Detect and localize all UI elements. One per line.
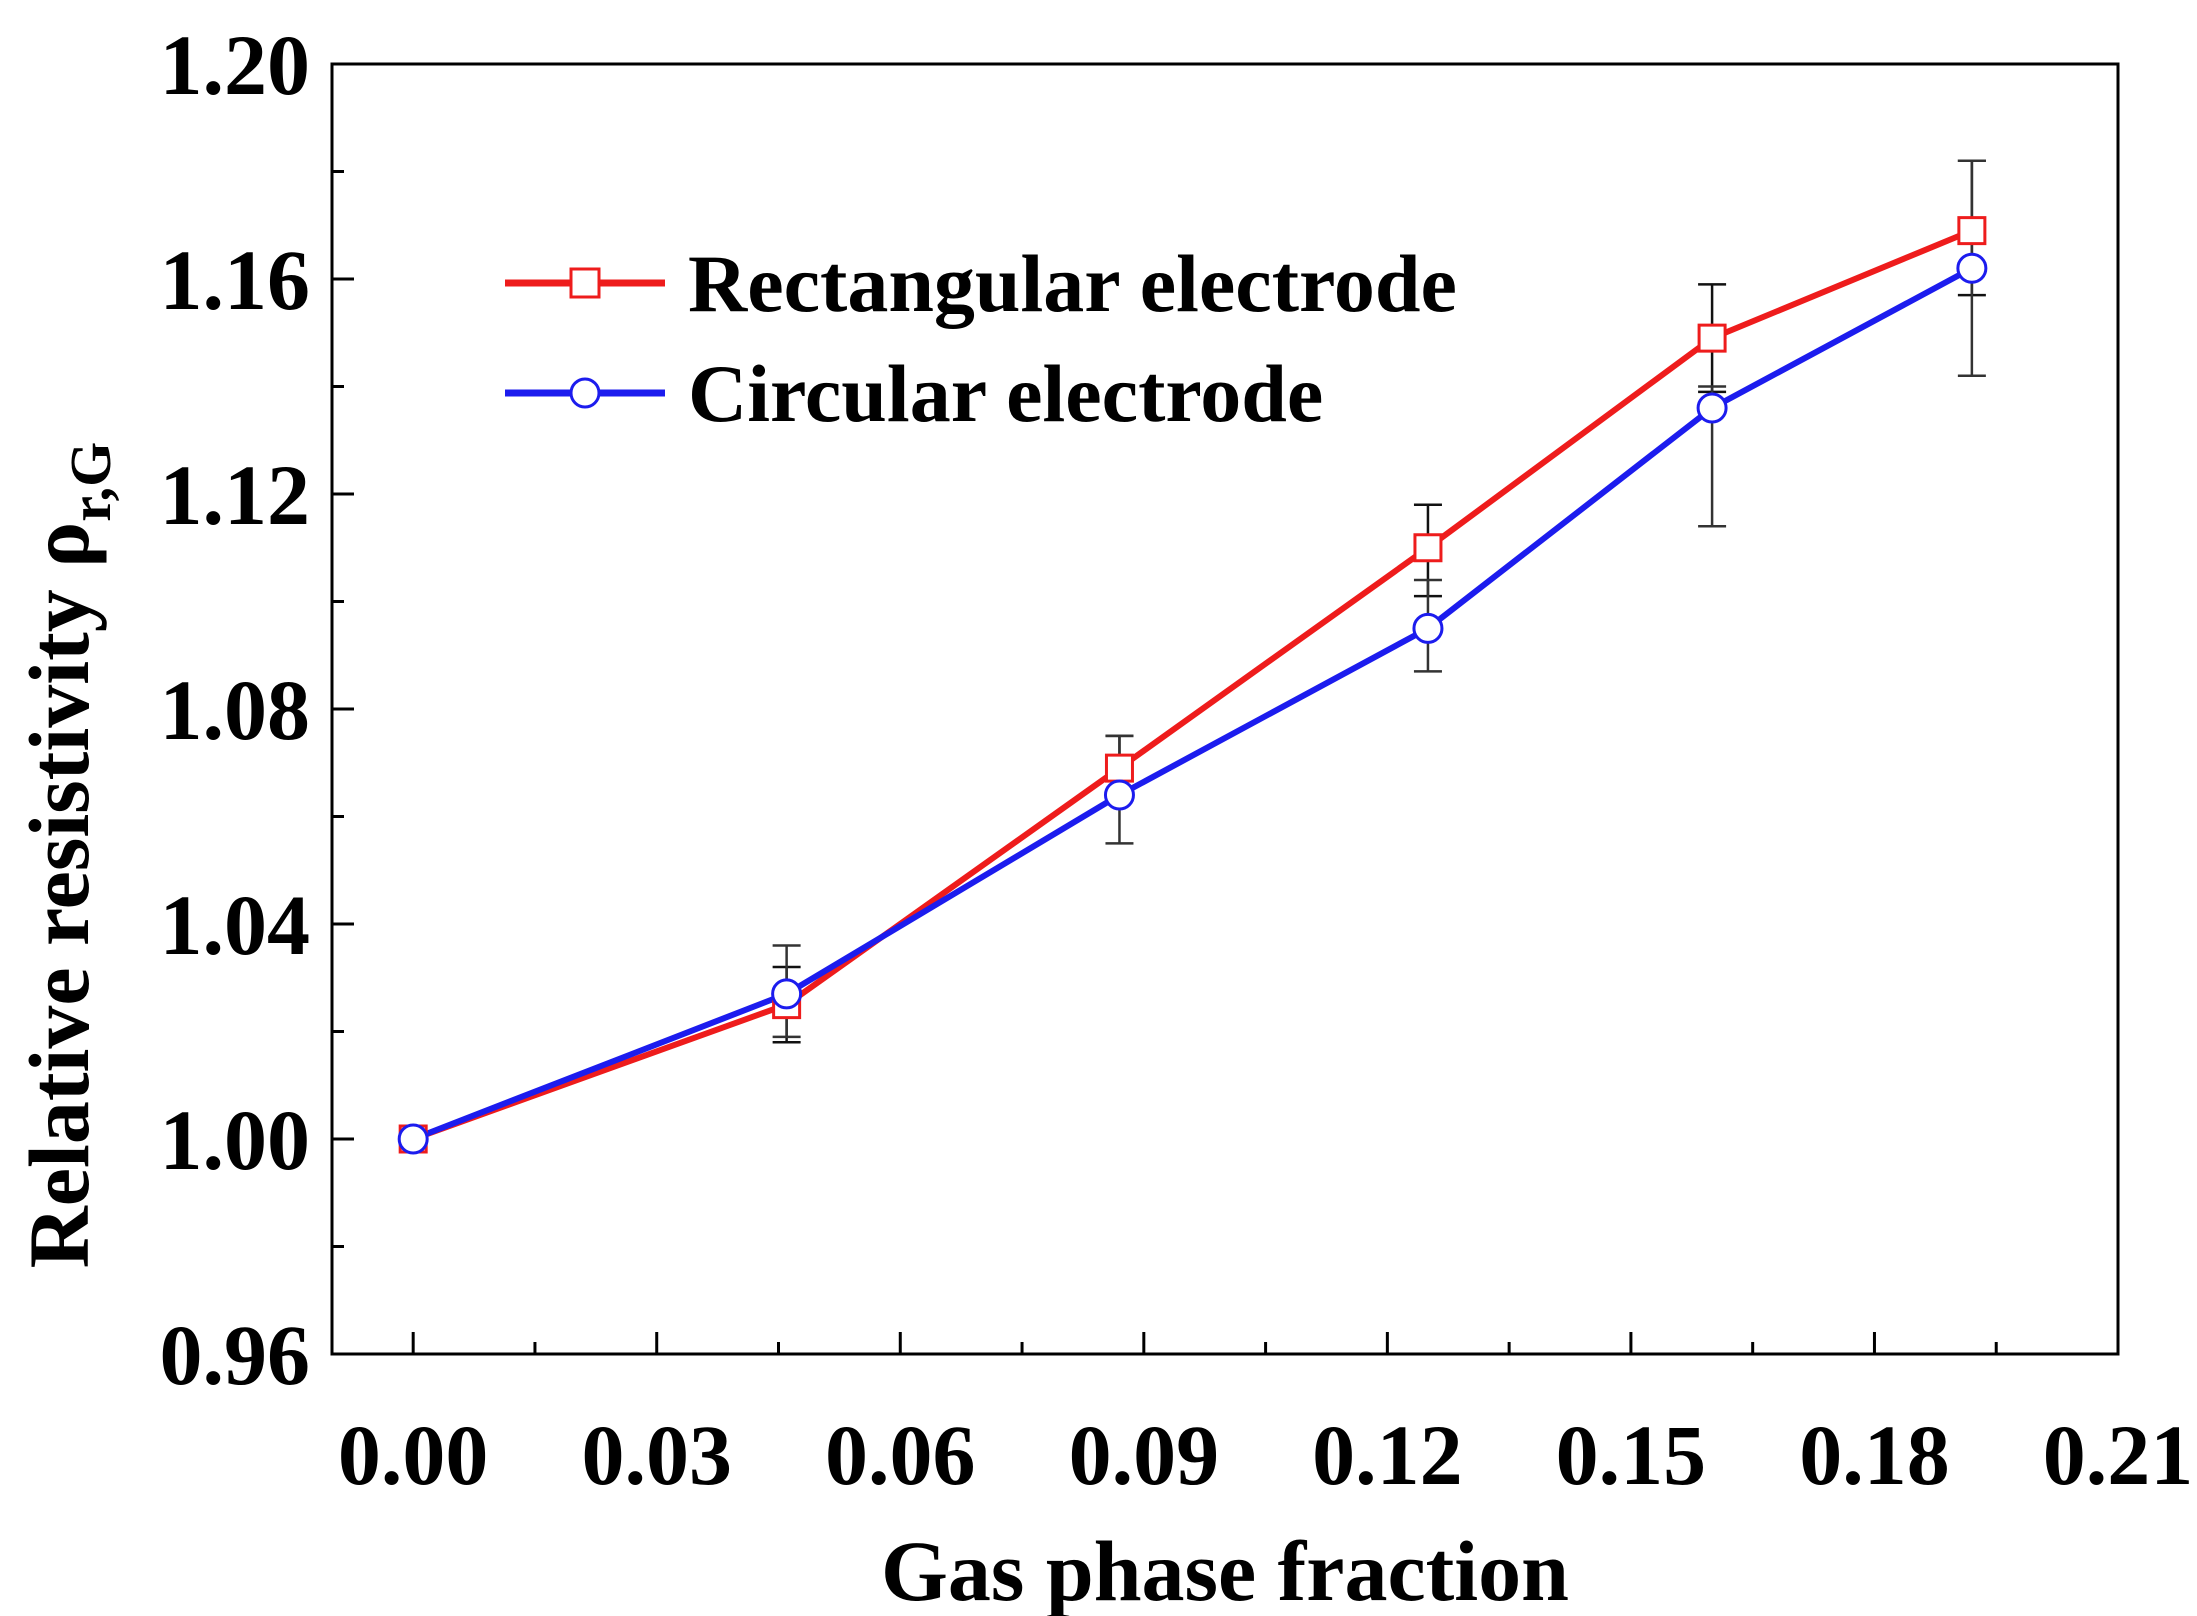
legend-label-circular: Circular electrode [688,348,1323,439]
tick-labels: 0.00 0.03 0.06 0.09 0.12 0.15 0.18 0.21 0.96 1.00… [160,17,2194,1503]
x-tick-label: 0.15 [1556,1407,1707,1503]
y-tick-label: 0.96 [160,1307,311,1403]
series-line-circular-electrode [412,265,1974,1142]
y-tick-label: 1.16 [160,232,311,328]
y-tick-label: 1.00 [160,1092,311,1188]
legend-label-rectangular: Rectangular electrode [688,238,1457,329]
x-tick-label: 0.18 [1799,1407,1950,1503]
data-point-circular-electrode [771,978,803,1010]
x-tick-label: 0.12 [1312,1407,1463,1503]
series-markers [397,216,1988,1155]
x-axis-title: Gas phase fraction [881,1523,1569,1616]
data-point-rectangular-electrode [1413,533,1443,563]
plot-frame [330,62,2120,1356]
data-point-rectangular-electrode [1104,753,1134,783]
series-line-rectangular-electrode [412,227,1974,1142]
x-tick-label: 0.06 [825,1407,976,1503]
data-point-circular-electrode [1103,779,1135,811]
x-tick-label: 0.21 [2043,1407,2194,1503]
y-axis-title-main: Relative resistivity ρ [11,522,107,1269]
y-axis-title: Relative resistivity ρr,G [11,442,123,1269]
data-point-circular-electrode [1956,252,1988,284]
y-tick-label: 1.20 [160,17,311,113]
x-tick-label: 0.03 [581,1407,732,1503]
data-point-circular-electrode [1696,392,1728,424]
data-point-rectangular-electrode [1697,323,1727,353]
y-tick-label: 1.12 [160,447,311,543]
series-lines [412,227,1974,1142]
minor-ticks [332,170,1998,1354]
data-point-circular-electrode [1412,612,1444,644]
y-tick-label: 1.08 [160,662,311,758]
y-tick-label: 1.04 [160,877,311,973]
legend-marker-square [569,267,601,299]
data-point-rectangular-electrode [1957,216,1987,246]
y-axis-title-subscript: r,G [58,442,123,522]
x-tick-label: 0.09 [1069,1407,1220,1503]
legend: Rectangular electrode Circular electrode [505,238,1457,439]
x-tick-label: 0.00 [338,1407,489,1503]
legend-marker-circle [569,377,601,409]
data-point-circular-electrode [397,1123,429,1155]
